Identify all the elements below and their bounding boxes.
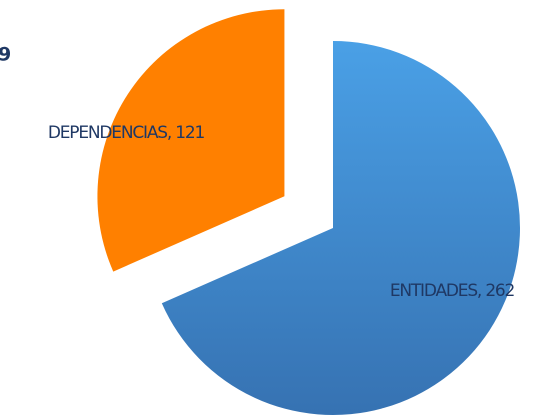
data-label: ENTIDADES, 262 [390, 281, 515, 301]
chart-title: 9 [0, 44, 11, 66]
pie-slice [161, 41, 520, 416]
data-label: DEPENDENCIAS, 121 [48, 123, 205, 143]
pie-slice [97, 9, 285, 272]
